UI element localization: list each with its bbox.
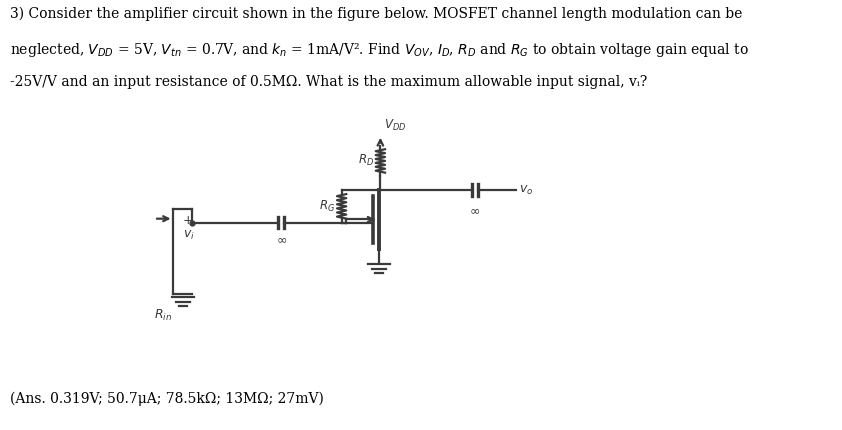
Text: +: +	[183, 214, 194, 227]
Text: $\infty$: $\infty$	[469, 204, 481, 217]
Text: $R_{in}$: $R_{in}$	[153, 308, 172, 323]
Text: 3) Consider the amplifier circuit shown in the figure below. MOSFET channel leng: 3) Consider the amplifier circuit shown …	[10, 6, 743, 21]
Text: neglected, $V_{DD}$ = 5V, $V_{tn}$ = 0.7V, and $k_n$ = 1mA/V². Find $V_{OV}$, $I: neglected, $V_{DD}$ = 5V, $V_{tn}$ = 0.7…	[10, 41, 749, 59]
Text: $v_i$: $v_i$	[183, 229, 195, 242]
Text: -25V/V and an input resistance of 0.5MΩ. What is the maximum allowable input sig: -25V/V and an input resistance of 0.5MΩ.…	[10, 75, 647, 89]
Text: $\infty$: $\infty$	[275, 233, 287, 246]
Text: $V_{DD}$: $V_{DD}$	[384, 118, 407, 133]
Text: $R_D$: $R_D$	[358, 154, 374, 169]
Text: $v_o$: $v_o$	[520, 184, 534, 197]
Text: (​Ans. 0.319V; 50.7μA; 78.5kΩ; 13MΩ; 27mV): (​Ans. 0.319V; 50.7μA; 78.5kΩ; 13MΩ; 27m…	[10, 392, 324, 406]
Text: $R_G$: $R_G$	[319, 199, 335, 214]
